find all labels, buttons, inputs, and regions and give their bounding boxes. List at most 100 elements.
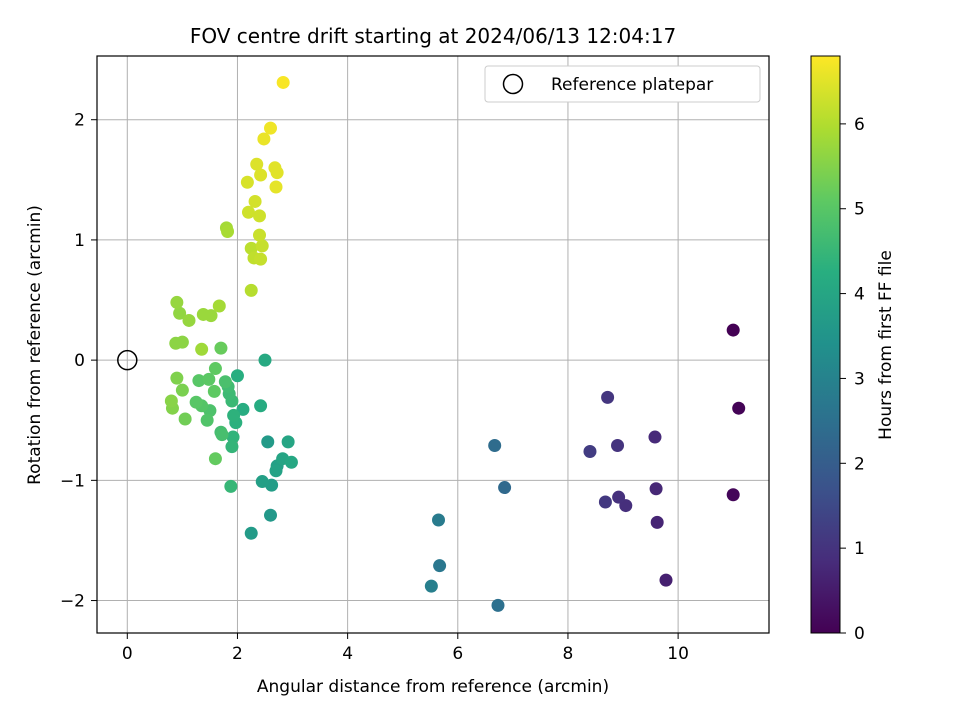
x-tick-label: 8: [563, 644, 574, 664]
data-point: [178, 412, 192, 426]
colorbar-tick-label: 4: [854, 285, 865, 305]
data-point: [214, 341, 228, 355]
data-point: [257, 132, 271, 146]
data-point: [189, 395, 203, 409]
data-point: [598, 495, 612, 509]
data-point: [226, 430, 240, 444]
legend-reference-label: Reference platepar: [551, 75, 713, 95]
x-axis-label: Angular distance from reference (arcmin): [257, 677, 609, 697]
data-point: [650, 515, 664, 529]
y-tick-label: 2: [74, 111, 85, 131]
data-point: [173, 306, 187, 320]
data-point: [264, 508, 278, 522]
data-point: [488, 438, 502, 452]
data-point: [648, 430, 662, 444]
data-point: [240, 175, 254, 189]
data-point: [433, 559, 447, 573]
data-point: [212, 299, 226, 313]
legend-reference-marker: [502, 73, 524, 95]
data-point: [202, 372, 216, 386]
data-point: [261, 435, 275, 449]
data-point: [254, 399, 268, 413]
data-point: [170, 295, 184, 309]
data-point: [611, 438, 625, 452]
data-point: [270, 166, 284, 180]
data-point: [248, 194, 262, 208]
colorbar-tick-label: 5: [854, 200, 865, 220]
data-point: [258, 353, 272, 367]
data-point: [192, 374, 206, 388]
data-point: [612, 490, 626, 504]
data-point: [244, 526, 258, 540]
data-point: [182, 313, 196, 327]
data-point: [230, 369, 244, 383]
plot-area: [97, 56, 769, 633]
scatter-points: [164, 75, 746, 612]
data-point: [432, 513, 446, 527]
data-point: [498, 481, 512, 495]
data-point: [170, 371, 184, 385]
plot-frame: [96, 55, 770, 634]
axis-ticks: 0 2 4 6 8 10 −2 −1 0 1 2: [60, 111, 689, 664]
legend: Reference platepar: [484, 65, 761, 103]
data-point: [726, 488, 740, 502]
chart-title: FOV centre drift starting at 2024/06/13 …: [190, 24, 676, 48]
data-point: [236, 402, 250, 416]
data-point: [221, 225, 235, 239]
data-point: [424, 579, 438, 593]
data-point: [255, 239, 269, 253]
data-point: [207, 384, 221, 398]
x-tick-label: 0: [122, 644, 133, 664]
colorbar-tick-label: 0: [854, 624, 865, 644]
colorbar-tick-label: 6: [854, 115, 865, 135]
x-tick-label: 2: [232, 644, 243, 664]
data-point: [264, 121, 278, 135]
data-point: [227, 408, 241, 422]
y-axis-label: Rotation from reference (arcmin): [25, 205, 45, 485]
data-point: [208, 452, 222, 466]
colorbar: 0 1 2 3 4 5 6 Hours from first FF file: [810, 55, 896, 644]
legend-box: [484, 65, 761, 103]
x-tick-label: 6: [452, 644, 463, 664]
colorbar-gradient: [810, 55, 841, 634]
reference-platepar-marker: [117, 349, 138, 371]
data-point: [649, 482, 663, 496]
data-point: [269, 180, 283, 194]
data-point: [269, 464, 283, 478]
data-point: [726, 323, 740, 337]
data-point: [276, 75, 290, 89]
data-point: [244, 283, 258, 297]
colorbar-tick-label: 2: [854, 454, 865, 474]
data-point: [250, 157, 264, 171]
data-point: [208, 362, 222, 376]
y-tick-label: 1: [74, 231, 85, 251]
data-point: [254, 252, 268, 266]
data-point: [252, 209, 266, 223]
data-point: [255, 475, 269, 489]
x-tick-label: 4: [342, 644, 353, 664]
data-point: [732, 401, 746, 415]
grid: [97, 56, 769, 633]
y-tick-label: −1: [60, 471, 85, 491]
data-point: [491, 598, 505, 612]
data-point: [215, 428, 229, 442]
data-point: [601, 390, 615, 404]
y-tick-label: −2: [60, 592, 85, 612]
data-point: [195, 342, 209, 356]
colorbar-tick-label: 1: [854, 539, 865, 559]
data-point: [254, 168, 268, 182]
data-point: [164, 394, 178, 408]
data-point: [175, 335, 189, 349]
data-point: [200, 413, 214, 427]
data-point: [659, 573, 673, 587]
data-point: [583, 444, 597, 458]
data-point: [218, 375, 232, 389]
colorbar-tick-label: 3: [854, 369, 865, 389]
colorbar-label: Hours from first FF file: [876, 250, 896, 440]
data-point: [241, 205, 255, 219]
data-point: [281, 435, 295, 449]
data-point: [252, 228, 266, 242]
data-point: [224, 479, 238, 493]
data-point: [284, 455, 298, 469]
